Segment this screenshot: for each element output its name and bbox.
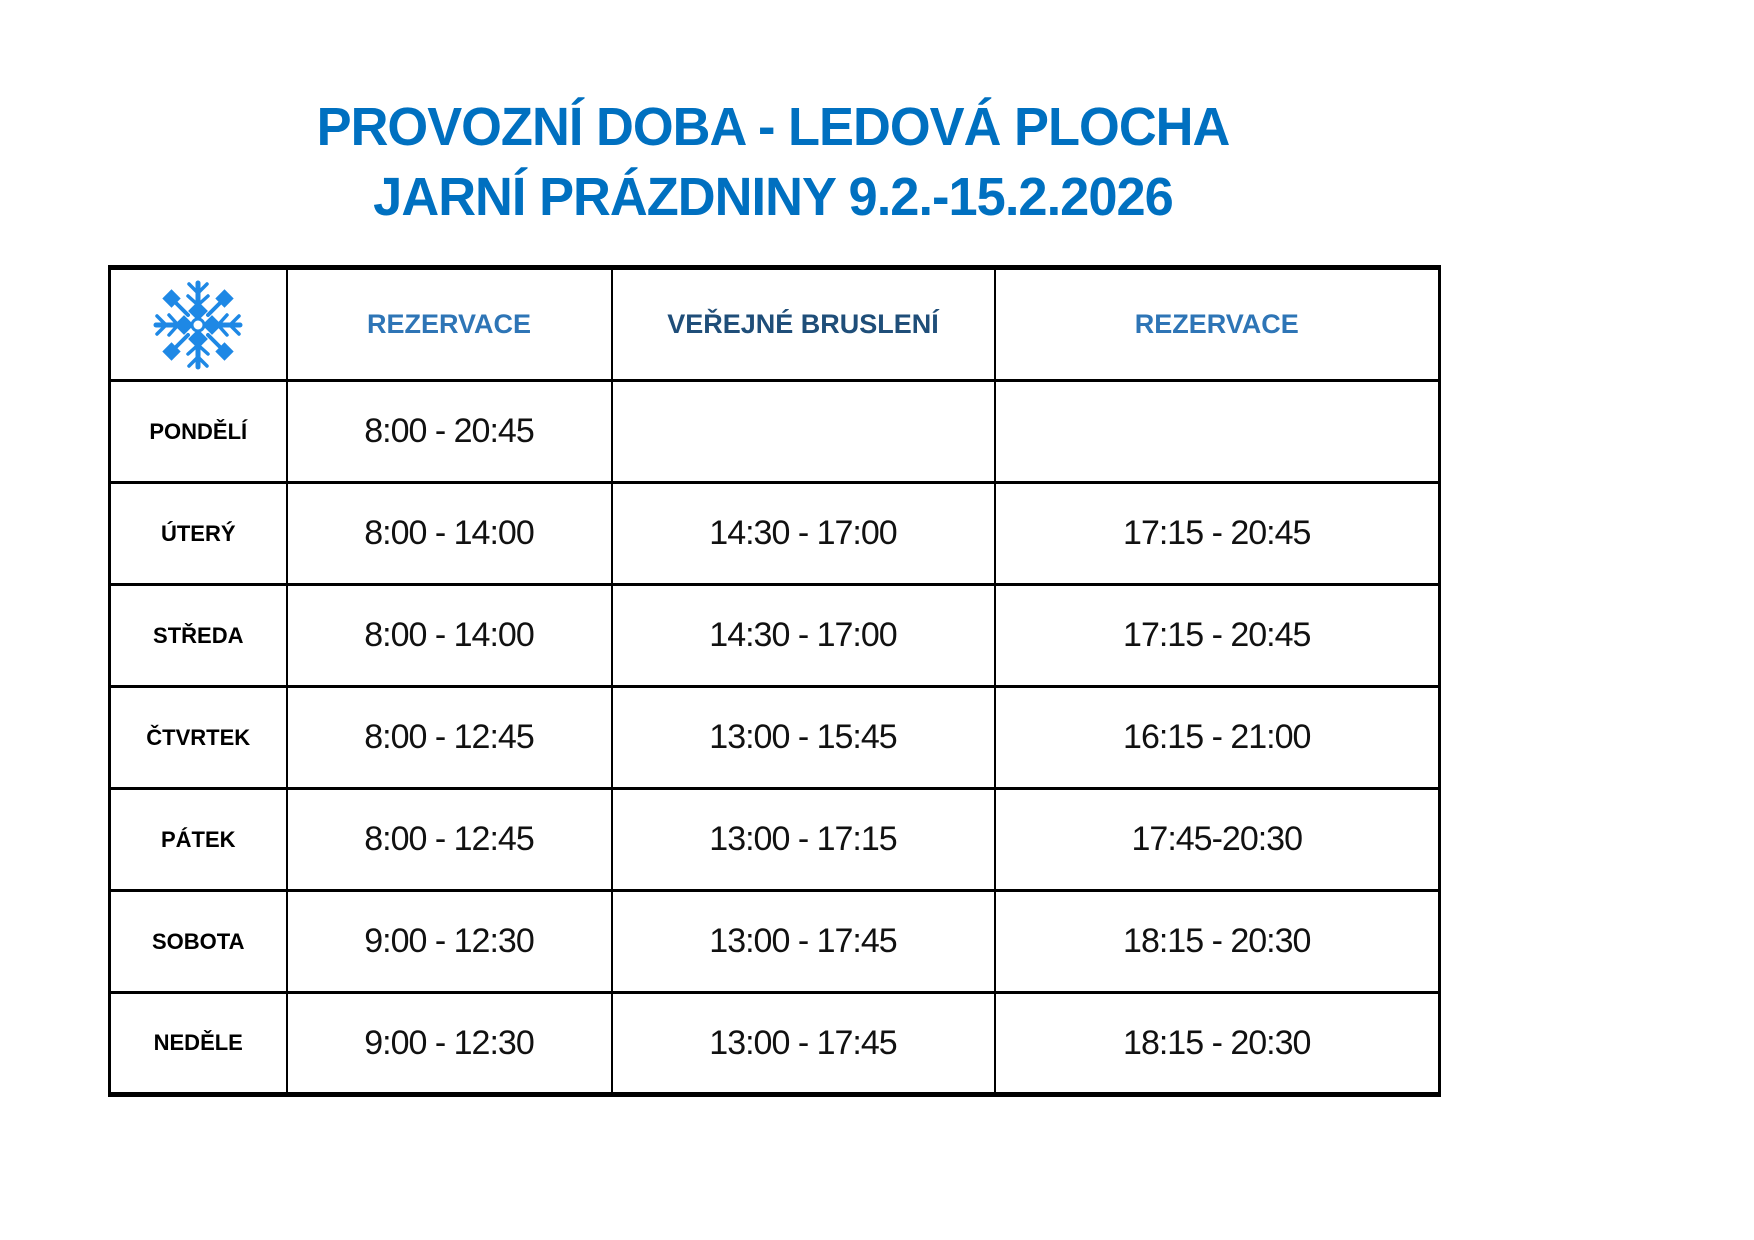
- page-title-line1: PROVOZNÍ DOBA - LEDOVÁ PLOCHA: [316, 97, 1231, 157]
- column-header-rezervace-morning: REZERVACE: [285, 265, 613, 382]
- time-cell-rezervace1: 8:00 - 14:00: [285, 481, 613, 586]
- table-row-pondeli: PONDĚLÍ 8:00 - 20:45: [108, 379, 1441, 484]
- table-row-sobota: SOBOTA 9:00 - 12:30 13:00 - 17:45 18:15 …: [108, 889, 1441, 994]
- table-row-nedele: NEDĚLE 9:00 - 12:30 13:00 - 17:45 18:15 …: [108, 991, 1441, 1097]
- time-cell-rezervace2: 17:15 - 20:45: [993, 481, 1441, 586]
- day-label: PONDĚLÍ: [108, 379, 288, 484]
- time-cell-rezervace1: 9:00 - 12:30: [285, 889, 613, 994]
- time-cell-verejne-brusleni: 13:00 - 15:45: [610, 685, 996, 790]
- page-title: PROVOZNÍ DOBA - LEDOVÁ PLOCHA JARNÍ PRÁZ…: [108, 92, 1438, 232]
- table-row-utery: ÚTERÝ 8:00 - 14:00 14:30 - 17:00 17:15 -…: [108, 481, 1441, 586]
- table-row-streda: STŘEDA 8:00 - 14:00 14:30 - 17:00 17:15 …: [108, 583, 1441, 688]
- snowflake-cell: [108, 265, 288, 382]
- table-row-ctvrtek: ČTVRTEK 8:00 - 12:45 13:00 - 15:45 16:15…: [108, 685, 1441, 790]
- time-cell-rezervace2: [993, 379, 1441, 484]
- time-cell-rezervace2: 17:15 - 20:45: [993, 583, 1441, 688]
- column-header-rezervace-evening: REZERVACE: [993, 265, 1441, 382]
- day-label: PÁTEK: [108, 787, 288, 892]
- table-row-patek: PÁTEK 8:00 - 12:45 13:00 - 17:15 17:45-2…: [108, 787, 1441, 892]
- time-cell-verejne-brusleni: 13:00 - 17:45: [610, 889, 996, 994]
- page-title-line2: JARNÍ PRÁZDNINY 9.2.-15.2.2026: [373, 167, 1174, 227]
- time-cell-rezervace1: 8:00 - 12:45: [285, 787, 613, 892]
- day-label: ČTVRTEK: [108, 685, 288, 790]
- time-cell-rezervace1: 9:00 - 12:30: [285, 991, 613, 1097]
- time-cell-verejne-brusleni: 13:00 - 17:15: [610, 787, 996, 892]
- time-cell-verejne-brusleni: 13:00 - 17:45: [610, 991, 996, 1097]
- column-header-verejne-brusleni: VEŘEJNÉ BRUSLENÍ: [610, 265, 996, 382]
- day-label: STŘEDA: [108, 583, 288, 688]
- day-label: ÚTERÝ: [108, 481, 288, 586]
- time-cell-rezervace2: 17:45-20:30: [993, 787, 1441, 892]
- opening-hours-table: REZERVACE VEŘEJNÉ BRUSLENÍ REZERVACE PON…: [108, 265, 1441, 1097]
- time-cell-verejne-brusleni: 14:30 - 17:00: [610, 481, 996, 586]
- time-cell-rezervace1: 8:00 - 14:00: [285, 583, 613, 688]
- day-label: SOBOTA: [108, 889, 288, 994]
- time-cell-rezervace2: 18:15 - 20:30: [993, 991, 1441, 1097]
- table-header-row: REZERVACE VEŘEJNÉ BRUSLENÍ REZERVACE: [108, 265, 1441, 382]
- time-cell-verejne-brusleni: [610, 379, 996, 484]
- time-cell-rezervace1: 8:00 - 12:45: [285, 685, 613, 790]
- time-cell-verejne-brusleni: 14:30 - 17:00: [610, 583, 996, 688]
- snowflake-icon: [113, 273, 285, 378]
- time-cell-rezervace1: 8:00 - 20:45: [285, 379, 613, 484]
- day-label: NEDĚLE: [108, 991, 288, 1097]
- time-cell-rezervace2: 16:15 - 21:00: [993, 685, 1441, 790]
- time-cell-rezervace2: 18:15 - 20:30: [993, 889, 1441, 994]
